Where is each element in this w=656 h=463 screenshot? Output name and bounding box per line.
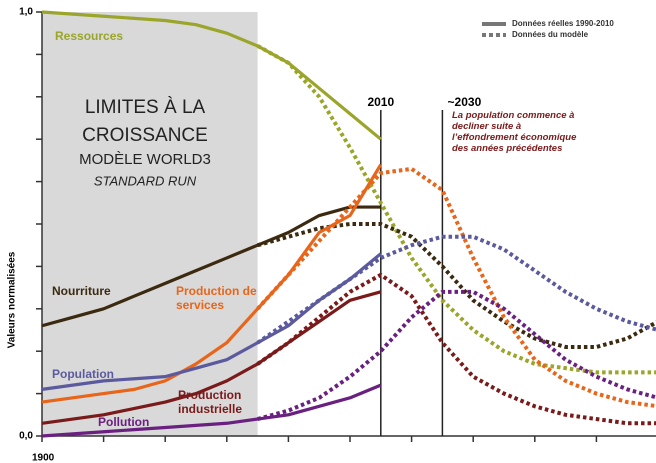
title-line: CROISSANCE <box>82 125 208 146</box>
y-tick-label: 1,0 <box>19 7 33 18</box>
y-tick-label: 0,0 <box>19 431 33 442</box>
series-label: Ressources <box>55 29 124 43</box>
y-axis-label: Valeurs normalisées <box>7 251 18 348</box>
model-line <box>257 289 656 421</box>
title-line: STANDARD RUN <box>94 173 197 188</box>
model-line <box>256 44 656 375</box>
series-label: Nourriture <box>52 284 111 298</box>
series-label: Production industrielle <box>178 388 243 416</box>
shaded-region <box>42 12 258 436</box>
marker-label: 2010 <box>367 95 394 109</box>
annotation: La population commence à decliner suite … <box>452 110 577 154</box>
title-line: LIMITES À LA <box>85 97 206 118</box>
model-line <box>256 166 656 409</box>
legend-label: Données du modèle <box>512 30 589 39</box>
marker-label: ~2030 <box>448 95 482 109</box>
real-line <box>41 205 381 328</box>
legend-label: Données réelles 1990-2010 <box>512 19 614 28</box>
model-line <box>257 222 656 349</box>
model-line <box>256 234 656 345</box>
series-label: Production de services <box>176 284 257 312</box>
series-label: Pollution <box>98 415 150 429</box>
real-line <box>41 163 383 404</box>
real-line <box>41 10 382 141</box>
real-line <box>41 290 382 425</box>
title-line: MODÈLE WORLD3 <box>79 151 211 168</box>
series-label: Population <box>52 367 114 381</box>
x-tick-label: 1900 <box>32 453 55 463</box>
model-line <box>256 272 656 426</box>
real-line <box>41 383 382 438</box>
